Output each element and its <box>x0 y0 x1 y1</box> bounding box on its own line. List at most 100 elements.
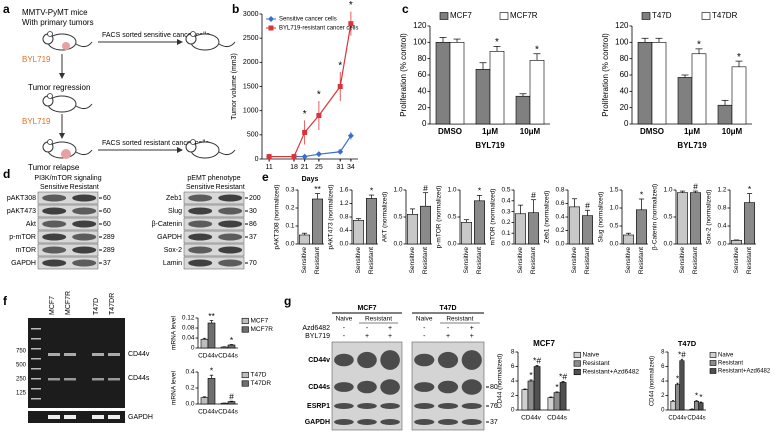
x-tick-label: 21 <box>301 164 309 171</box>
ladder-band <box>31 388 41 390</box>
y-tick-label: 100 <box>615 37 629 46</box>
bar <box>227 344 236 349</box>
x-tick-label: CD44s <box>218 409 239 416</box>
bar <box>693 400 700 411</box>
marker <box>337 84 343 89</box>
lane-label: T47D <box>93 298 100 315</box>
gel-band <box>92 378 104 381</box>
lane-label: MCF7R <box>65 291 72 315</box>
bar <box>529 59 545 125</box>
bar <box>419 205 431 245</box>
blot-band <box>334 382 354 392</box>
blot-band <box>461 350 482 370</box>
sign: - <box>366 325 369 332</box>
bar <box>568 206 580 245</box>
bar <box>547 397 555 411</box>
panel-label: a <box>3 2 10 16</box>
x-tick-label: Resistant <box>422 247 429 274</box>
annotation: * <box>695 392 698 401</box>
x-tick-label: CD44s <box>547 415 568 422</box>
x-axis-label: BYL719 <box>677 141 707 150</box>
y-tick-label: 0 <box>511 407 515 414</box>
x-tick-label: 11 <box>265 164 272 171</box>
bar <box>635 209 647 245</box>
y-tick-label: 2000 <box>243 59 259 66</box>
ladder-band <box>31 368 41 370</box>
legend-swatch <box>573 368 581 376</box>
y-tick-label: 6 <box>661 364 665 370</box>
x-tick-label: 1μM <box>482 127 498 136</box>
mw-label: 289 <box>103 247 115 254</box>
annotation: * <box>349 0 353 11</box>
y-tick-label: 1.5 <box>609 187 618 194</box>
x-tick-label: Sensitive <box>733 247 740 274</box>
blot-band <box>218 259 243 267</box>
blot-band <box>437 380 459 394</box>
blot-title: pEMT phenotype <box>187 175 240 182</box>
chart-title: MCF7 <box>533 339 555 348</box>
blot-band <box>188 246 213 254</box>
annotation: # <box>229 391 234 401</box>
row-label: Slug <box>168 208 182 215</box>
bar <box>352 220 364 245</box>
legend-label: T47DR <box>712 11 738 20</box>
bar <box>691 53 707 125</box>
annotation: * <box>478 186 482 196</box>
ladder-band <box>31 378 41 380</box>
x-tick-label: CD44s <box>687 416 705 422</box>
y-tick-label: 2500 <box>243 35 259 42</box>
y-tick-label: 40 <box>620 86 629 95</box>
blot-band <box>188 233 213 241</box>
gel-band <box>48 415 60 419</box>
panel-label: e <box>262 170 269 184</box>
y-tick-label: 0.5 <box>393 214 402 221</box>
row-label: ESRP1 <box>307 403 330 410</box>
x-tick-label: 34 <box>347 164 355 171</box>
y-tick-label: 40 <box>418 86 427 95</box>
ladder-label: 125 <box>16 391 27 397</box>
blot-band <box>414 382 435 392</box>
blot-title: PI3K/mTOR signaling <box>34 175 101 182</box>
y-tick-label: 120 <box>413 21 427 30</box>
y-tick-label: 4 <box>661 379 665 385</box>
bar <box>679 360 685 411</box>
marker <box>347 132 354 139</box>
bar <box>473 200 485 245</box>
legend-label: Resistant+Azd6482 <box>718 369 771 375</box>
mw-label: 60 <box>103 195 111 202</box>
y-tick-label: 0.1 <box>285 223 294 230</box>
treatment-label: BYL719 <box>305 333 330 340</box>
legend-label: Sensitive cancer cells <box>279 17 337 23</box>
legend-swatch <box>701 12 711 20</box>
legend-swatch <box>709 368 717 374</box>
lane-label: T47DR <box>109 293 116 315</box>
blot-band <box>437 351 459 369</box>
sign: - <box>343 325 346 332</box>
y-tick-label: 2 <box>661 393 665 399</box>
blot-band <box>414 419 435 425</box>
gel-band <box>92 415 104 419</box>
marker <box>316 113 322 118</box>
x-tick-label: Resistant <box>476 247 483 274</box>
x-tick-label: Resistant <box>692 247 699 274</box>
y-tick-label: 0.5 <box>447 214 456 221</box>
y-tick-label: 0.4 <box>555 214 564 221</box>
x-tick-label: Resistant <box>638 247 645 274</box>
legend-label: Resistant+Azd6482 <box>583 369 640 376</box>
condition-label: Resistant <box>365 316 392 323</box>
blot-band <box>72 233 97 241</box>
bar <box>311 198 323 245</box>
tumor <box>61 149 71 159</box>
y-axis-label: Slug (normalized) <box>598 192 605 243</box>
diagram-text: MMTV-PyMT mice <box>22 8 88 17</box>
blot-band <box>461 379 482 395</box>
blot-band <box>218 194 243 202</box>
blot-band <box>42 207 67 215</box>
x-tick-label: CD44v <box>198 409 219 416</box>
ladder-label: 250 <box>16 377 27 383</box>
bar <box>581 215 593 245</box>
y-tick-label: 0.2 <box>555 227 564 234</box>
bar <box>527 212 539 245</box>
annotation: # <box>531 190 536 200</box>
